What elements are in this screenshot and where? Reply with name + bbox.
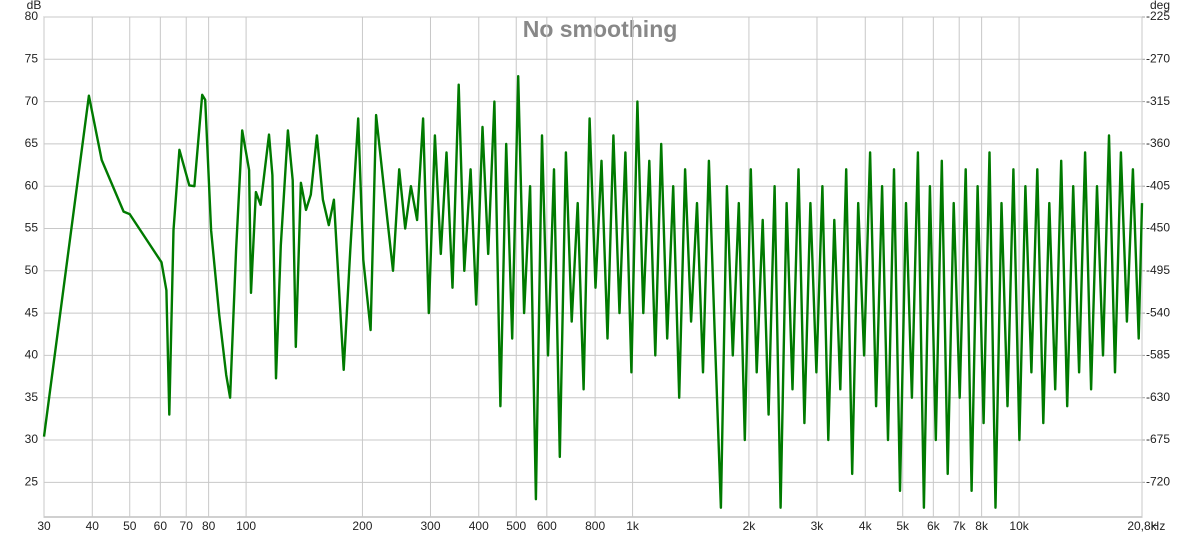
y-tick-label: 50 (25, 263, 39, 277)
x-tick-label: 40 (86, 519, 100, 533)
y-tick-label: 25 (25, 474, 39, 488)
y2-tick-label: -270 (1146, 51, 1170, 65)
y-unit: dB (27, 0, 42, 12)
y2-tick-label: -450 (1146, 221, 1170, 235)
y-tick-label: 65 (25, 136, 39, 150)
x-tick-label: 20,8k (1127, 519, 1157, 533)
y2-unit: deg (1150, 0, 1170, 12)
x-tick-label: 50 (123, 519, 137, 533)
x-tick-label: 70 (180, 519, 194, 533)
x-tick-label: 300 (420, 519, 440, 533)
y2-tick-label: -675 (1146, 432, 1170, 446)
x-tick-label: 500 (506, 519, 526, 533)
x-tick-label: 400 (469, 519, 489, 533)
x-tick-label: 10k (1009, 519, 1029, 533)
y2-tick-label: -315 (1146, 94, 1170, 108)
x-tick-label: 3k (811, 519, 825, 533)
y-tick-label: 30 (25, 432, 39, 446)
y2-tick-label: -495 (1146, 263, 1170, 277)
x-tick-label: 800 (585, 519, 605, 533)
x-unit: Hz (1151, 519, 1166, 533)
y-tick-label: 80 (25, 9, 39, 23)
y-tick-label: 60 (25, 178, 39, 192)
y2-tick-label: -405 (1146, 178, 1170, 192)
response-line (42, 75, 1144, 509)
x-tick-label: 6k (927, 519, 941, 533)
y2-tick-label: -585 (1146, 348, 1170, 362)
x-tick-label: 60 (154, 519, 168, 533)
x-tick-label: 600 (537, 519, 557, 533)
x-tick-label: 100 (236, 519, 256, 533)
x-tick-label: 8k (975, 519, 989, 533)
y2-tick-label: -540 (1146, 305, 1170, 319)
y-tick-label: 55 (25, 221, 39, 235)
y2-tick-label: -720 (1146, 474, 1170, 488)
x-tick-label: 80 (202, 519, 216, 533)
x-tick-label: 4k (859, 519, 873, 533)
x-tick-label: 5k (896, 519, 910, 533)
y-tick-label: 70 (25, 94, 39, 108)
y-tick-label: 45 (25, 305, 39, 319)
x-tick-label: 200 (352, 519, 372, 533)
chart-title: No smoothing (523, 16, 678, 42)
x-tick-label: 30 (37, 519, 51, 533)
y2-tick-label: -360 (1146, 136, 1170, 150)
y-tick-label: 75 (25, 51, 39, 65)
y-tick-label: 35 (25, 390, 39, 404)
y2-tick-label: -225 (1146, 9, 1170, 23)
x-tick-label: 1k (626, 519, 640, 533)
y-tick-label: 40 (25, 348, 39, 362)
x-tick-label: 7k (953, 519, 967, 533)
x-tick-label: 2k (743, 519, 757, 533)
y2-tick-label: -630 (1146, 390, 1170, 404)
